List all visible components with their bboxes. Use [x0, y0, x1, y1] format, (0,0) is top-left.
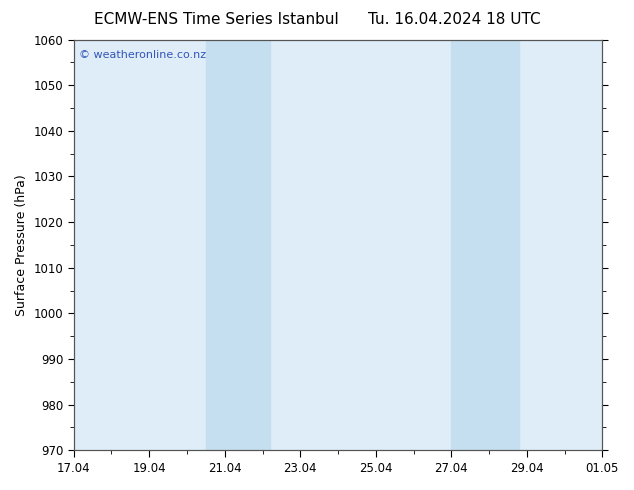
Bar	[206, 40, 270, 450]
Bar	[451, 40, 519, 450]
Text: ECMW-ENS Time Series Istanbul      Tu. 16.04.2024 18 UTC: ECMW-ENS Time Series Istanbul Tu. 16.04.…	[94, 12, 540, 27]
Text: © weatheronline.co.nz: © weatheronline.co.nz	[79, 50, 206, 60]
Y-axis label: Surface Pressure (hPa): Surface Pressure (hPa)	[15, 174, 28, 316]
